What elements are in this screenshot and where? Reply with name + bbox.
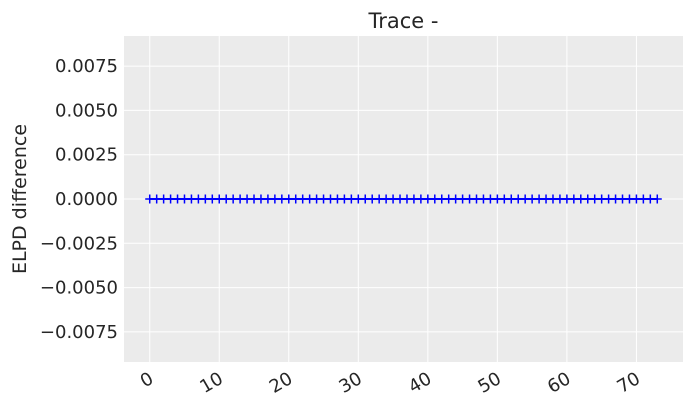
y-tick-label: 0.0075 — [55, 56, 118, 77]
x-tick-label: 40 — [405, 368, 435, 398]
x-tick-label: 70 — [614, 368, 644, 398]
grid-lines — [124, 36, 683, 362]
x-tick-label: 0 — [137, 368, 157, 392]
y-tick-label: 0.0050 — [55, 100, 118, 121]
y-tick-label: −0.0075 — [40, 322, 118, 343]
y-axis-label: ELPD difference — [9, 124, 31, 274]
x-tick-label: 60 — [544, 368, 574, 398]
x-tick-label: 50 — [475, 368, 505, 398]
y-tick-label: −0.0050 — [40, 278, 118, 299]
data-points — [145, 194, 662, 204]
y-tick-label: 0.0025 — [55, 145, 118, 166]
x-tick-labels: 0 10 20 30 40 50 60 70 — [137, 368, 644, 398]
x-tick-label: 20 — [266, 368, 296, 398]
x-tick-label: 30 — [335, 368, 365, 398]
y-tick-label: −0.0025 — [40, 233, 118, 254]
y-tick-labels: −0.0075 −0.0050 −0.0025 0.0000 0.0025 0.0050 0… — [40, 56, 118, 343]
data-point — [652, 194, 662, 204]
chart-title: Trace - — [368, 9, 439, 33]
x-tick-label: 10 — [196, 368, 226, 398]
y-tick-label: 0.0000 — [55, 189, 118, 210]
